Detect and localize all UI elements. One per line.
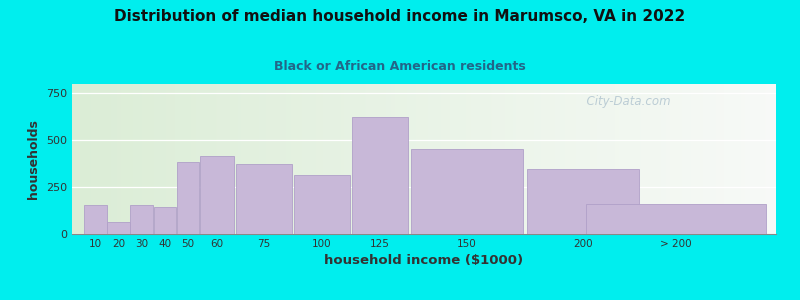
Bar [294,175,350,234]
Y-axis label: households: households [27,119,41,199]
Bar [352,117,408,234]
Bar [130,205,153,234]
Bar [84,205,106,234]
Text: City-Data.com: City-Data.com [579,94,670,107]
Bar [410,149,523,234]
X-axis label: household income ($1000): household income ($1000) [325,254,523,267]
Bar [527,169,639,234]
Text: Black or African American residents: Black or African American residents [274,60,526,73]
Bar [107,222,130,234]
Text: Distribution of median household income in Marumsco, VA in 2022: Distribution of median household income … [114,9,686,24]
Bar [200,156,234,234]
Bar [586,204,766,234]
Bar [235,164,292,234]
Bar [177,162,199,234]
Bar [154,207,176,234]
